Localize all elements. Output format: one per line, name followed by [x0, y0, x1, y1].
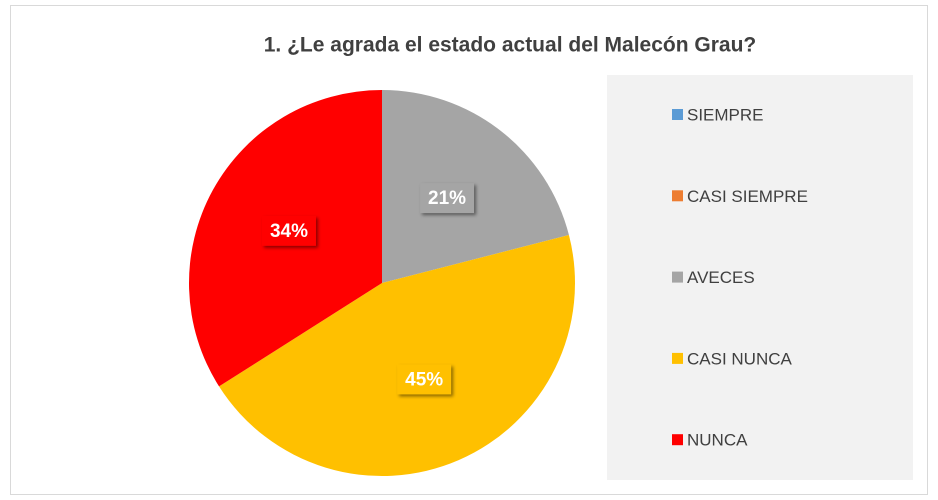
data-label-box: [261, 215, 316, 246]
data-label-text: 45%: [405, 369, 443, 390]
legend-swatch: [672, 190, 683, 202]
legend-swatch: [672, 109, 683, 120]
pie-slice: [219, 235, 575, 476]
data-label: 45%: [397, 364, 452, 395]
legend-panel: [607, 75, 913, 480]
legend-label: AVECES: [687, 268, 755, 287]
legend-label: SIEMPRE: [687, 105, 764, 124]
data-label: 21%: [420, 183, 475, 214]
legend-label: CASI NUNCA: [687, 349, 793, 368]
legend-swatch: [672, 434, 683, 446]
legend-label: CASI SIEMPRE: [687, 187, 808, 206]
data-label-text: 21%: [428, 188, 466, 209]
data-label: 34%: [261, 215, 316, 246]
pie-slice: [382, 90, 569, 283]
legend-swatch: [672, 271, 683, 283]
data-label-box: [397, 364, 452, 395]
data-label-text: 34%: [270, 221, 308, 242]
legend-label: NUNCA: [687, 431, 748, 450]
data-label-box: [420, 183, 475, 214]
legend-swatch: [672, 352, 683, 364]
chart-title: 1. ¿Le agrada el estado actual del Malec…: [264, 34, 757, 57]
